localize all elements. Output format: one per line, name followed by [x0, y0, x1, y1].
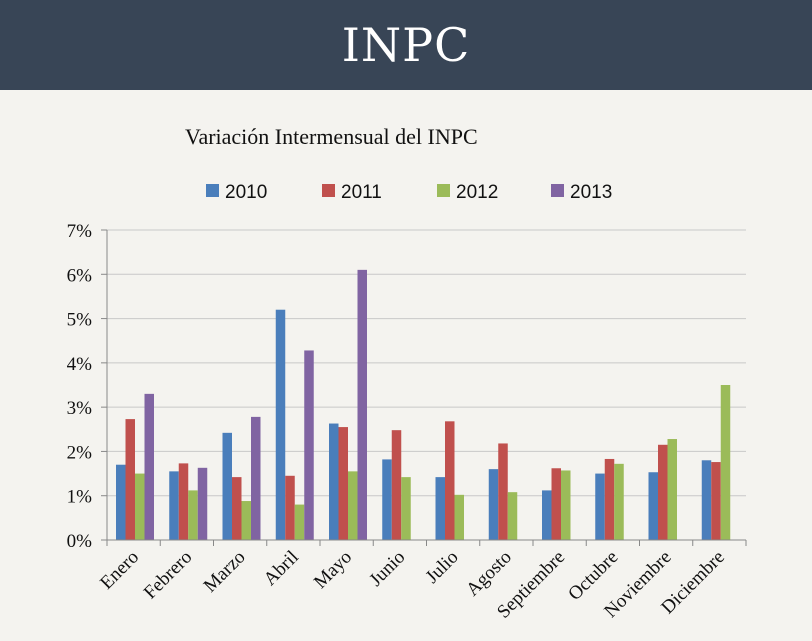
x-tick-label: Julio: [422, 547, 463, 588]
bar-2010-julio: [435, 477, 445, 540]
chart-bars: [116, 269, 731, 540]
bar-2012-agosto: [507, 492, 518, 540]
bar-2012-septiembre: [561, 470, 571, 540]
bar-2011-marzo: [232, 477, 242, 540]
bar-2011-mayo: [338, 427, 348, 540]
y-tick-label: 4%: [67, 354, 93, 375]
bar-2010-octubre: [595, 473, 605, 540]
chart-axes: [101, 229, 747, 546]
bar-2012-mayo: [348, 471, 358, 540]
bar-2013-marzo: [251, 416, 261, 540]
bar-2012-diciembre: [720, 385, 731, 540]
bar-2011-abril: [285, 475, 295, 540]
bar-2011-noviembre: [658, 444, 668, 540]
bar-2012-marzo: [241, 501, 251, 540]
y-axis-labels: 0% 1% 2% 3% 4% 5% 6% 7%: [67, 221, 93, 552]
legend-label-2013: 2013: [570, 182, 612, 203]
bar-2011-junio: [391, 430, 402, 540]
bar-2011-julio: [445, 421, 455, 540]
bar-2010-noviembre: [648, 472, 658, 540]
legend-label-2011: 2011: [341, 182, 382, 203]
page-title: INPC: [341, 18, 471, 72]
bar-2010-diciembre: [701, 460, 712, 540]
bar-2011-agosto: [498, 443, 508, 540]
y-tick-label: 3%: [67, 398, 93, 419]
chart-grid: [107, 229, 746, 497]
y-tick-label: 6%: [67, 265, 93, 286]
bar-2010-junio: [382, 459, 392, 540]
bar-2010-agosto: [488, 469, 499, 540]
chart-legend: 2010 2011 2012 2013: [206, 182, 612, 203]
legend-swatch-2010: [206, 184, 219, 197]
bar-2013-abril: [304, 350, 314, 540]
x-tick-label: Junio: [365, 547, 409, 591]
legend-label-2012: 2012: [456, 182, 498, 203]
bar-2010-abril: [275, 309, 286, 540]
legend-swatch-2013: [551, 184, 564, 197]
y-tick-label: 7%: [67, 221, 93, 242]
bar-2011-septiembre: [551, 468, 561, 540]
bar-2012-junio: [401, 477, 411, 540]
x-tick-label: Enero: [96, 547, 143, 594]
bar-2013-febrero: [197, 467, 208, 540]
bar-2012-febrero: [188, 490, 198, 540]
bar-2010-febrero: [169, 471, 179, 540]
bar-2011-diciembre: [711, 462, 721, 540]
bar-2012-enero: [135, 473, 145, 540]
header-bar: INPC: [0, 0, 812, 90]
y-tick-label: 5%: [67, 310, 93, 331]
x-tick-label: Marzo: [200, 547, 250, 597]
bar-2011-enero: [125, 419, 135, 540]
legend-label-2010: 2010: [225, 182, 267, 203]
chart-title: Variación Intermensual del INPC: [185, 124, 478, 149]
legend-swatch-2011: [322, 184, 335, 197]
bar-2010-marzo: [222, 432, 232, 540]
bar-2012-noviembre: [667, 439, 677, 540]
bar-2012-abril: [294, 504, 305, 540]
bar-2010-mayo: [329, 423, 339, 540]
x-tick-label: Abril: [260, 547, 303, 590]
x-tick-label: Febrero: [140, 547, 197, 604]
bar-2011-febrero: [178, 463, 189, 540]
bar-2013-mayo: [357, 269, 367, 540]
bar-2012-octubre: [614, 463, 624, 540]
y-tick-label: 0%: [67, 531, 93, 552]
legend-swatch-2012: [437, 184, 450, 197]
bar-2013-enero: [144, 393, 154, 540]
x-tick-label: Mayo: [310, 547, 356, 593]
bar-2012-julio: [454, 494, 464, 540]
y-tick-label: 1%: [67, 487, 93, 508]
bar-2011-octubre: [604, 458, 615, 540]
bar-2010-enero: [116, 464, 126, 540]
bar-2010-septiembre: [542, 490, 552, 540]
y-tick-label: 2%: [67, 442, 93, 463]
